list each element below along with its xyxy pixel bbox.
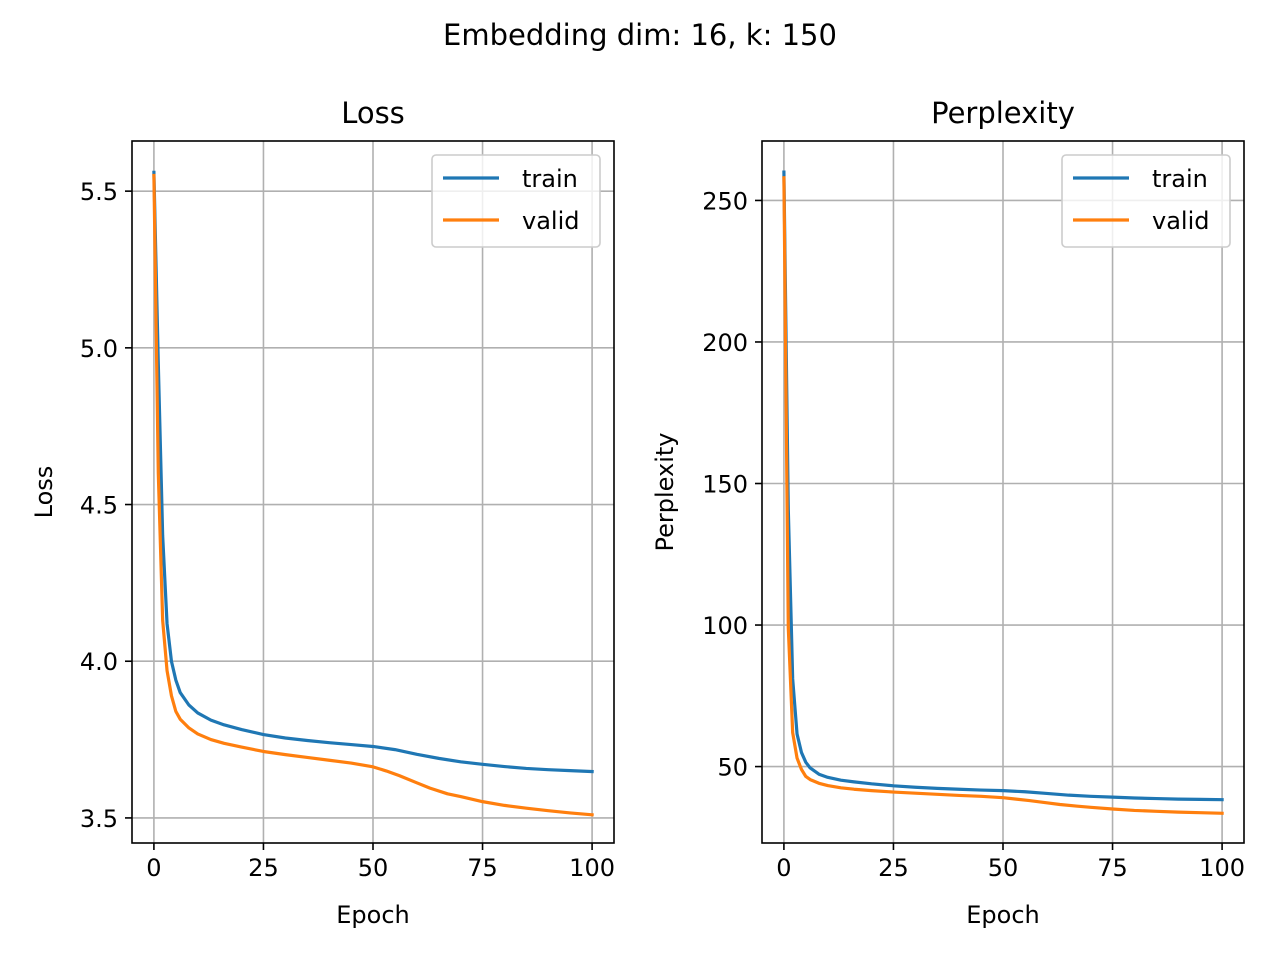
perplexity-y-tick-label: 200 [702,329,748,357]
loss-legend-label-valid: valid [522,207,579,235]
loss-y-tick-label: 3.5 [80,805,118,833]
loss-x-axis-label: Epoch [336,901,410,929]
perplexity-legend: train valid [1061,154,1231,248]
loss-legend: train valid [431,154,601,248]
perplexity-plot: 0 25 50 75 100 50 100 150 200 250 Perplexity Epoch P… [651,96,1245,929]
loss-y-tick-label: 5.0 [80,335,118,363]
loss-plot: 0 25 50 75 1003.54.04.55.05.5LossEpochLosstr… [30,96,615,929]
loss-x-tick-label: 75 [467,854,498,882]
perplexity-plot-title: Perplexity [931,96,1075,130]
loss-y-tick-label: 4.5 [80,492,118,520]
loss-x-tick-label: 50 [358,854,389,882]
figure-suptitle: Embedding dim: 16, k: 150 [443,18,837,52]
perplexity-legend-label-train: train [1152,165,1208,193]
perplexity-legend-label-valid: valid [1152,207,1209,235]
perplexity-x-tick-label: 100 [1199,854,1245,882]
loss-y-tick-label: 4.0 [80,648,118,676]
perplexity-y-tick-label: 250 [702,187,748,215]
loss-y-tick-label: 5.5 [80,178,118,206]
perplexity-x-tick-label: 25 [878,854,909,882]
loss-x-tick-label: 100 [569,854,615,882]
perplexity-x-axis-label: Epoch [966,901,1040,929]
perplexity-y-tick-label: 150 [702,471,748,499]
perplexity-x-tick-label: 0 [776,854,791,882]
perplexity-train-line [782,170,1224,802]
perplexity-x-tick-label: 50 [988,854,1019,882]
loss-valid-line [152,173,594,817]
perplexity-y-tick-label: 100 [702,612,748,640]
loss-plot-title: Loss [341,96,405,130]
loss-legend-label-train: train [522,165,578,193]
loss-x-tick-label: 25 [248,854,279,882]
loss-x-tick-label: 0 [146,854,161,882]
loss-y-axis-label: Loss [30,466,58,519]
perplexity-y-axis-label: Perplexity [651,433,679,552]
perplexity-y-tick-label: 50 [717,754,748,782]
perplexity-x-tick-label: 75 [1097,854,1128,882]
perplexity-valid-line [782,176,1224,815]
loss-train-line [152,170,594,774]
